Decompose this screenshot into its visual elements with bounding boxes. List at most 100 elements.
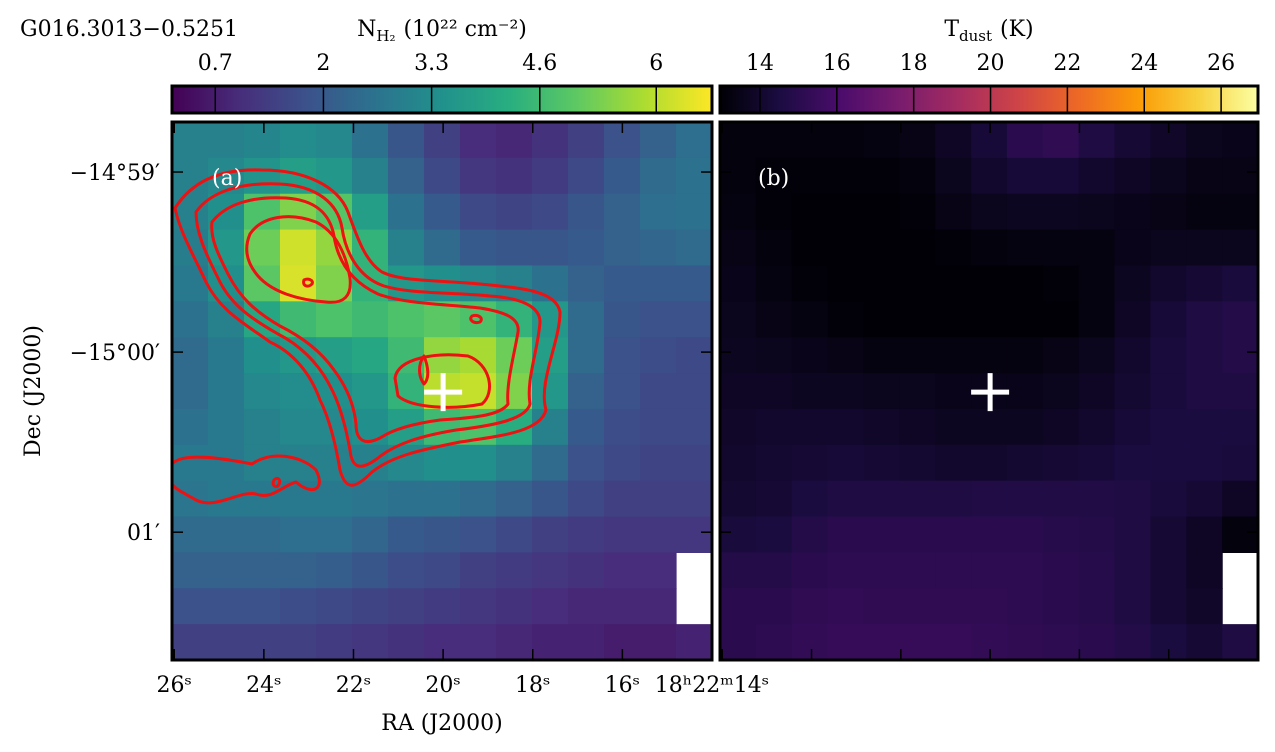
- pixel: [568, 337, 605, 374]
- pixel: [755, 480, 793, 518]
- contour: [302, 277, 314, 288]
- pixel: [971, 265, 1008, 302]
- colorbar-tick-label: 4.6: [522, 51, 557, 76]
- pixel: [604, 301, 641, 338]
- pixel: [532, 122, 569, 159]
- pixel: [604, 193, 641, 231]
- pixel: [899, 373, 936, 410]
- pixel: [532, 193, 569, 231]
- pixel: [935, 193, 972, 231]
- pixel: [244, 265, 281, 302]
- x-tick-label: 18ʰ22ᵐ14ˢ: [655, 673, 769, 698]
- pixel: [1006, 193, 1044, 231]
- colorbar-tick-label: 18: [900, 51, 928, 76]
- pixel: [604, 408, 641, 446]
- pixel: [352, 193, 389, 231]
- pixel: [424, 516, 461, 553]
- pixel: [208, 588, 245, 625]
- pixel: [316, 588, 353, 625]
- pixel: [1078, 337, 1116, 374]
- pixel: [1150, 480, 1187, 518]
- colorbar-label: NH₂ (10²² cm⁻²): [357, 17, 527, 45]
- y-tick-label: −14°59′: [70, 161, 160, 186]
- pixel: [640, 265, 677, 302]
- pixel: [1006, 408, 1044, 446]
- pixel: [604, 337, 641, 374]
- overlay: 26ˢ 24ˢ 22ˢ 20ˢ 18ˢ 16ˢ 18ʰ22ᵐ14ˢ −14°59′ −15°00…: [70, 17, 1260, 698]
- contour: [170, 454, 321, 505]
- pixel: [899, 480, 936, 518]
- pixel: [172, 373, 209, 410]
- pixel: [1150, 265, 1187, 302]
- pixel: [863, 373, 900, 410]
- pixel: [1114, 480, 1151, 518]
- pixel: [935, 516, 972, 553]
- pixel: [827, 588, 865, 625]
- pixel: [424, 588, 461, 625]
- pixel: [496, 373, 533, 410]
- pixel: [388, 516, 425, 553]
- pixel: [755, 624, 793, 661]
- pixel: [755, 373, 793, 410]
- pixel: [971, 157, 1008, 195]
- pixel: [1042, 444, 1080, 482]
- pixel: [1078, 373, 1116, 410]
- pixel: [1006, 337, 1044, 374]
- pixel: [424, 301, 461, 338]
- pixel: [1222, 337, 1259, 374]
- pixel: [352, 552, 389, 589]
- pixel: [899, 157, 936, 195]
- x-tick-label: 18ˢ: [515, 673, 550, 698]
- pixel: [827, 337, 865, 374]
- pixel: [1042, 588, 1080, 625]
- pixel: [388, 229, 425, 267]
- pixel: [172, 480, 209, 518]
- pixel: [1222, 480, 1259, 518]
- pixel: [280, 444, 317, 482]
- pixel: [172, 301, 209, 338]
- pixel: [1222, 444, 1259, 482]
- pixel: [720, 624, 757, 661]
- pixel: [791, 337, 829, 374]
- pixel: [604, 516, 641, 553]
- pixel: [863, 193, 900, 231]
- pixel: [720, 588, 757, 625]
- pixel: [1114, 122, 1151, 159]
- pixel: [1186, 552, 1223, 589]
- pixel: [424, 552, 461, 589]
- pixel: [568, 301, 605, 338]
- pixel: [1042, 265, 1080, 302]
- pixel: [827, 157, 865, 195]
- pixel: [424, 193, 461, 231]
- pixel: [280, 588, 317, 625]
- pixel: [1078, 588, 1116, 625]
- pixel: [863, 408, 900, 446]
- pixel: [676, 480, 713, 518]
- pixel: [1114, 337, 1151, 374]
- pixel: [720, 408, 757, 446]
- pixel: [460, 444, 497, 482]
- colorbar-tick-label: 6: [649, 51, 663, 76]
- pixel: [460, 229, 497, 267]
- pixel: [604, 444, 641, 482]
- colorbar-tick-label: 3.3: [414, 51, 449, 76]
- pixel: [208, 373, 245, 410]
- pixel: [791, 444, 829, 482]
- pixel: [640, 157, 677, 195]
- pixel: [388, 301, 425, 338]
- pixel: [827, 301, 865, 338]
- pixel: [791, 301, 829, 338]
- pixel: [172, 193, 209, 231]
- pixel: [352, 122, 389, 159]
- pixel: [1006, 122, 1044, 159]
- pixel: [971, 480, 1008, 518]
- pixel: [244, 157, 281, 195]
- pixel: [1042, 516, 1080, 553]
- pixel: [424, 444, 461, 482]
- pixel: [1042, 122, 1080, 159]
- pixel: [496, 122, 533, 159]
- pixel: [172, 337, 209, 374]
- pixel: [720, 480, 757, 518]
- pixel: [1186, 408, 1223, 446]
- source-title: G016.3013−0.5251: [20, 17, 238, 42]
